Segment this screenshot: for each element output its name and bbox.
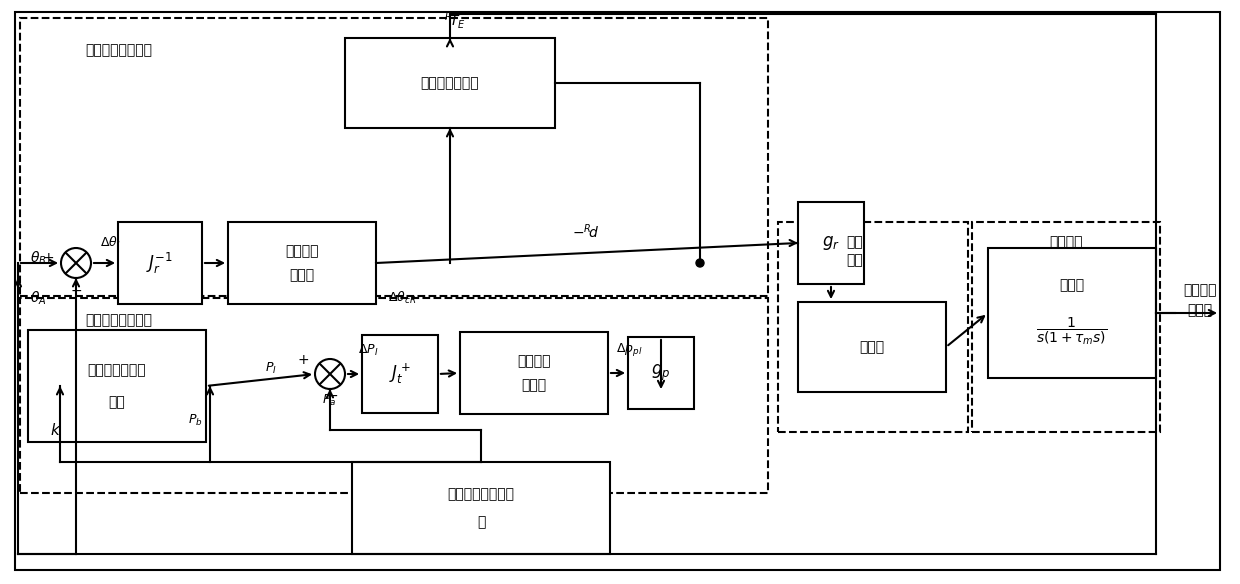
Text: 模块: 模块 <box>847 253 863 267</box>
Text: 位置对准控制模块: 位置对准控制模块 <box>86 313 153 327</box>
Text: 切换: 切换 <box>847 235 863 249</box>
FancyBboxPatch shape <box>627 337 694 409</box>
Text: 姿态对准控制模块: 姿态对准控制模块 <box>86 43 153 57</box>
Text: $k$: $k$ <box>50 422 61 438</box>
FancyBboxPatch shape <box>29 330 206 442</box>
FancyBboxPatch shape <box>799 202 864 284</box>
Text: $\Delta P_I$: $\Delta P_I$ <box>358 342 378 357</box>
Text: $g_p$: $g_p$ <box>651 363 671 383</box>
Text: 取: 取 <box>477 515 485 529</box>
Text: $P_a$: $P_a$ <box>322 392 336 408</box>
Text: $-^R\!d$: $-^R\!d$ <box>572 223 599 241</box>
Text: +: + <box>298 353 309 367</box>
FancyBboxPatch shape <box>228 222 376 304</box>
Circle shape <box>696 259 704 267</box>
Text: 执行模块: 执行模块 <box>1049 235 1083 249</box>
Text: 特征: 特征 <box>109 395 125 409</box>
FancyBboxPatch shape <box>460 332 608 414</box>
Text: $\Delta p_{pl}$: $\Delta p_{pl}$ <box>616 342 642 359</box>
FancyBboxPatch shape <box>362 335 438 413</box>
Text: $\Delta\theta_I$: $\Delta\theta_I$ <box>100 235 120 251</box>
Text: 姿态调整: 姿态调整 <box>285 244 319 258</box>
Text: 图像采集和特征提: 图像采集和特征提 <box>448 487 515 501</box>
FancyBboxPatch shape <box>988 248 1156 378</box>
FancyBboxPatch shape <box>118 222 202 304</box>
Text: 计算期望的图像: 计算期望的图像 <box>88 363 146 377</box>
FancyBboxPatch shape <box>799 302 946 392</box>
Text: $P_I$: $P_I$ <box>265 360 277 376</box>
Text: $-$: $-$ <box>326 388 339 402</box>
Text: 末端执行: 末端执行 <box>1183 283 1216 297</box>
Text: 控制器: 控制器 <box>522 378 547 392</box>
Text: 计算位置补偿量: 计算位置补偿量 <box>420 76 480 90</box>
Text: $g_r$: $g_r$ <box>822 234 839 252</box>
FancyBboxPatch shape <box>352 462 610 554</box>
Text: 位置调整: 位置调整 <box>517 354 551 368</box>
Text: 控制器: 控制器 <box>289 268 315 282</box>
Text: $\Delta\theta_{cR}$: $\Delta\theta_{cR}$ <box>388 290 417 306</box>
Text: $P_b$: $P_b$ <box>188 412 202 427</box>
Text: $\dfrac{1}{s(1+\tau_m s)}$: $\dfrac{1}{s(1+\tau_m s)}$ <box>1037 315 1107 347</box>
Text: $J_t^+$: $J_t^+$ <box>389 362 410 386</box>
Text: $-$: $-$ <box>69 283 82 297</box>
Text: $\theta_B$: $\theta_B$ <box>30 249 47 267</box>
FancyBboxPatch shape <box>345 38 556 128</box>
Text: 机器人: 机器人 <box>1059 278 1085 292</box>
Text: $J_r^{-1}$: $J_r^{-1}$ <box>146 251 174 276</box>
Text: 检测器: 检测器 <box>859 340 884 354</box>
Text: +: + <box>42 251 53 265</box>
Text: 器位姿: 器位姿 <box>1188 303 1213 317</box>
Text: $^R\!T_E$: $^R\!T_E$ <box>444 9 466 30</box>
Text: $\theta_A$: $\theta_A$ <box>30 289 46 307</box>
